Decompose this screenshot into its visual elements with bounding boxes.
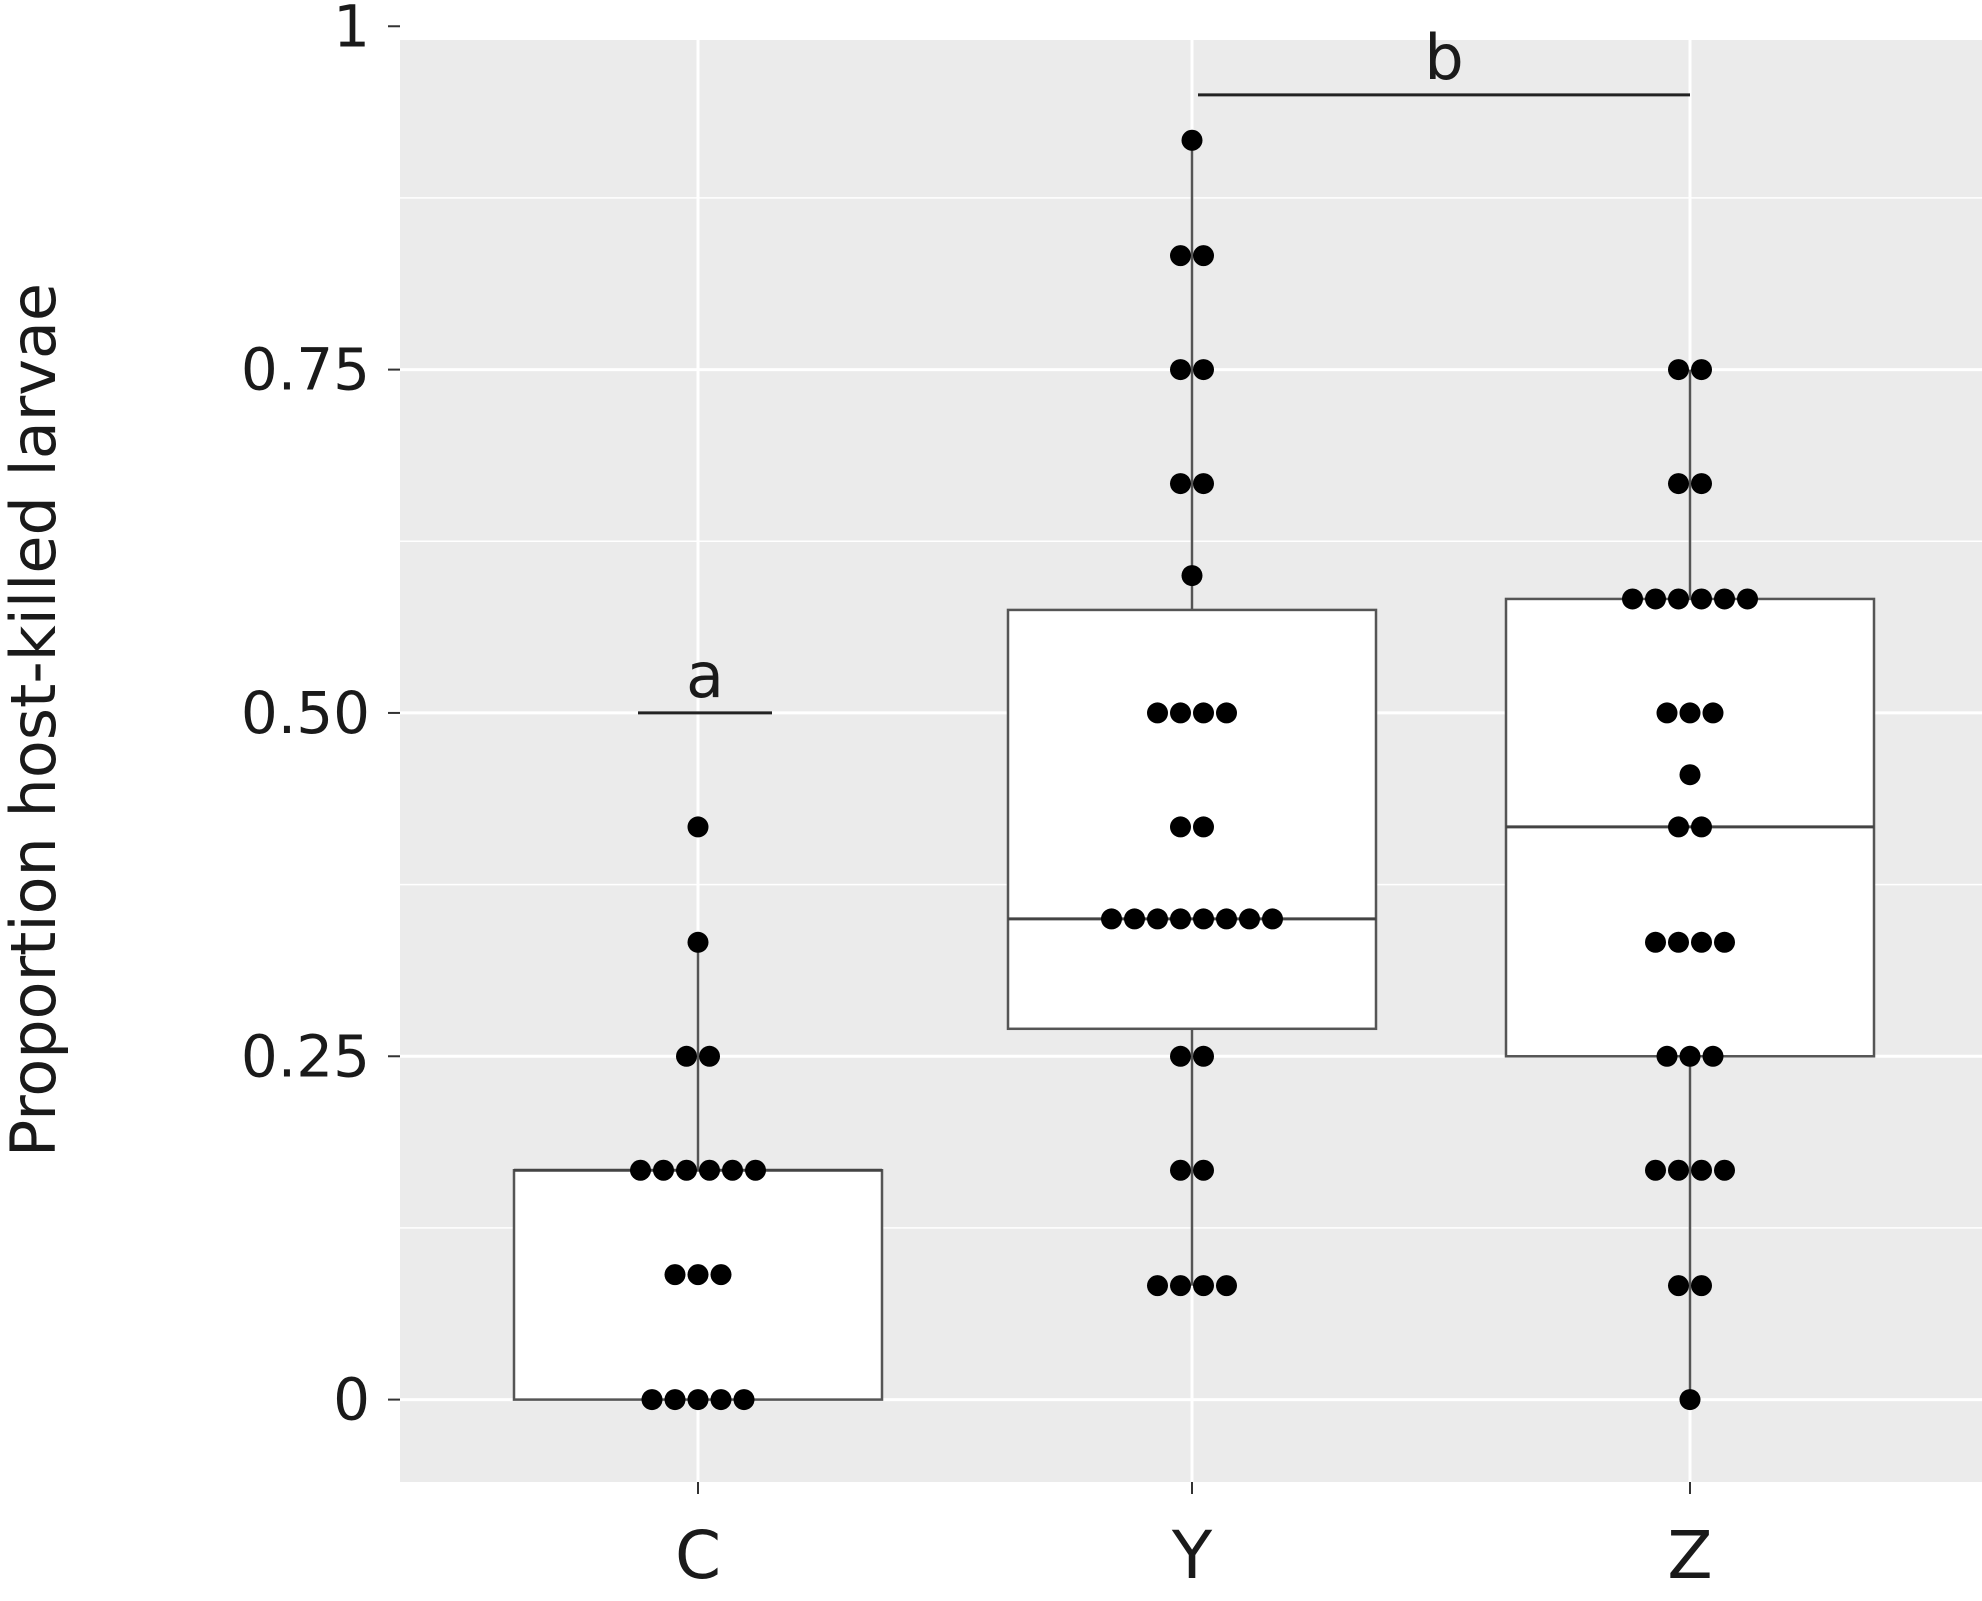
data-point: [1645, 588, 1666, 610]
data-point: [687, 1389, 709, 1411]
data-point: [1239, 908, 1260, 930]
data-point: [1147, 908, 1168, 930]
data-point: [1193, 359, 1214, 381]
data-point: [676, 1045, 697, 1067]
data-point: [1691, 473, 1712, 495]
data-point: [1193, 702, 1214, 724]
data-point: [1193, 245, 1214, 267]
data-point: [699, 1045, 720, 1067]
data-point: [630, 1159, 651, 1181]
data-point: [1714, 931, 1735, 953]
data-point: [1679, 1389, 1701, 1411]
data-point: [1170, 1159, 1191, 1181]
data-point: [1668, 1159, 1689, 1181]
y-tick-label: 0.25: [241, 1022, 370, 1090]
data-point: [1124, 908, 1145, 930]
data-point: [1679, 764, 1701, 786]
y-axis-title: Proportion host-killed larvae: [0, 283, 70, 1157]
data-point: [664, 1389, 686, 1411]
data-point: [687, 1264, 709, 1286]
x-tick-label: Z: [1667, 1517, 1712, 1594]
data-point: [1668, 1275, 1689, 1297]
significance-annotations: ab: [638, 21, 1690, 715]
data-point: [1656, 702, 1678, 724]
y-tick-label: 0.75: [241, 336, 370, 404]
data-point: [1668, 588, 1689, 610]
data-point: [1714, 588, 1735, 610]
data-point: [1702, 702, 1724, 724]
data-point: [1668, 931, 1689, 953]
data-point: [745, 1159, 766, 1181]
data-point: [1216, 702, 1237, 724]
data-point: [1170, 1045, 1191, 1067]
data-point: [1668, 816, 1689, 838]
data-point: [1691, 931, 1712, 953]
data-point: [1170, 816, 1191, 838]
data-point: [1170, 1275, 1191, 1297]
significance-label: a: [686, 639, 724, 712]
data-point: [1181, 565, 1203, 587]
data-point: [1193, 473, 1214, 495]
data-point: [1622, 588, 1643, 610]
data-point: [1679, 702, 1701, 724]
data-point: [1691, 1275, 1712, 1297]
data-point: [1645, 931, 1666, 953]
data-point: [687, 816, 709, 838]
data-point: [1170, 473, 1191, 495]
significance-label: b: [1424, 21, 1463, 94]
data-point: [1181, 129, 1203, 151]
data-point: [1691, 588, 1712, 610]
data-point: [699, 1159, 720, 1181]
y-tick-label: 0: [333, 1366, 370, 1434]
data-point: [1656, 1045, 1678, 1067]
y-tick-label: 1: [333, 0, 370, 60]
data-point: [733, 1389, 755, 1411]
data-point: [1691, 816, 1712, 838]
data-point: [676, 1159, 697, 1181]
data-point: [1147, 1275, 1168, 1297]
data-point: [1691, 359, 1712, 381]
x-tick-label: C: [675, 1517, 721, 1594]
x-tick-label: Y: [1171, 1517, 1213, 1594]
data-point: [1193, 1045, 1214, 1067]
data-point: [1668, 359, 1689, 381]
data-point: [1216, 908, 1237, 930]
data-point: [1714, 1159, 1735, 1181]
box-Y: [1006, 608, 1378, 1031]
data-point: [1702, 1045, 1724, 1067]
data-point: [1645, 1159, 1666, 1181]
data-point: [710, 1264, 732, 1286]
data-point: [1262, 908, 1283, 930]
data-point: [1147, 702, 1168, 724]
data-point: [722, 1159, 743, 1181]
data-point: [1193, 908, 1214, 930]
boxplots: [512, 140, 1876, 1401]
data-point: [1193, 1159, 1214, 1181]
data-point: [1170, 908, 1191, 930]
data-point: [1679, 1045, 1701, 1067]
data-point: [1668, 473, 1689, 495]
data-point: [1216, 1275, 1237, 1297]
data-point: [1170, 359, 1191, 381]
data-points: [630, 129, 1758, 1411]
data-point: [1691, 1159, 1712, 1181]
data-point: [1170, 702, 1191, 724]
data-point: [653, 1159, 674, 1181]
data-point: [641, 1389, 663, 1411]
data-point: [1193, 816, 1214, 838]
y-tick-label: 0.50: [241, 679, 370, 747]
data-point: [710, 1389, 732, 1411]
data-point: [1737, 588, 1758, 610]
data-point: [1193, 1275, 1214, 1297]
data-point: [1170, 245, 1191, 267]
data-point: [687, 931, 709, 953]
y-axis-ticks: 0 0.25 0.50 0.75 1: [241, 0, 400, 1434]
data-point: [1101, 908, 1122, 930]
data-point: [664, 1264, 686, 1286]
